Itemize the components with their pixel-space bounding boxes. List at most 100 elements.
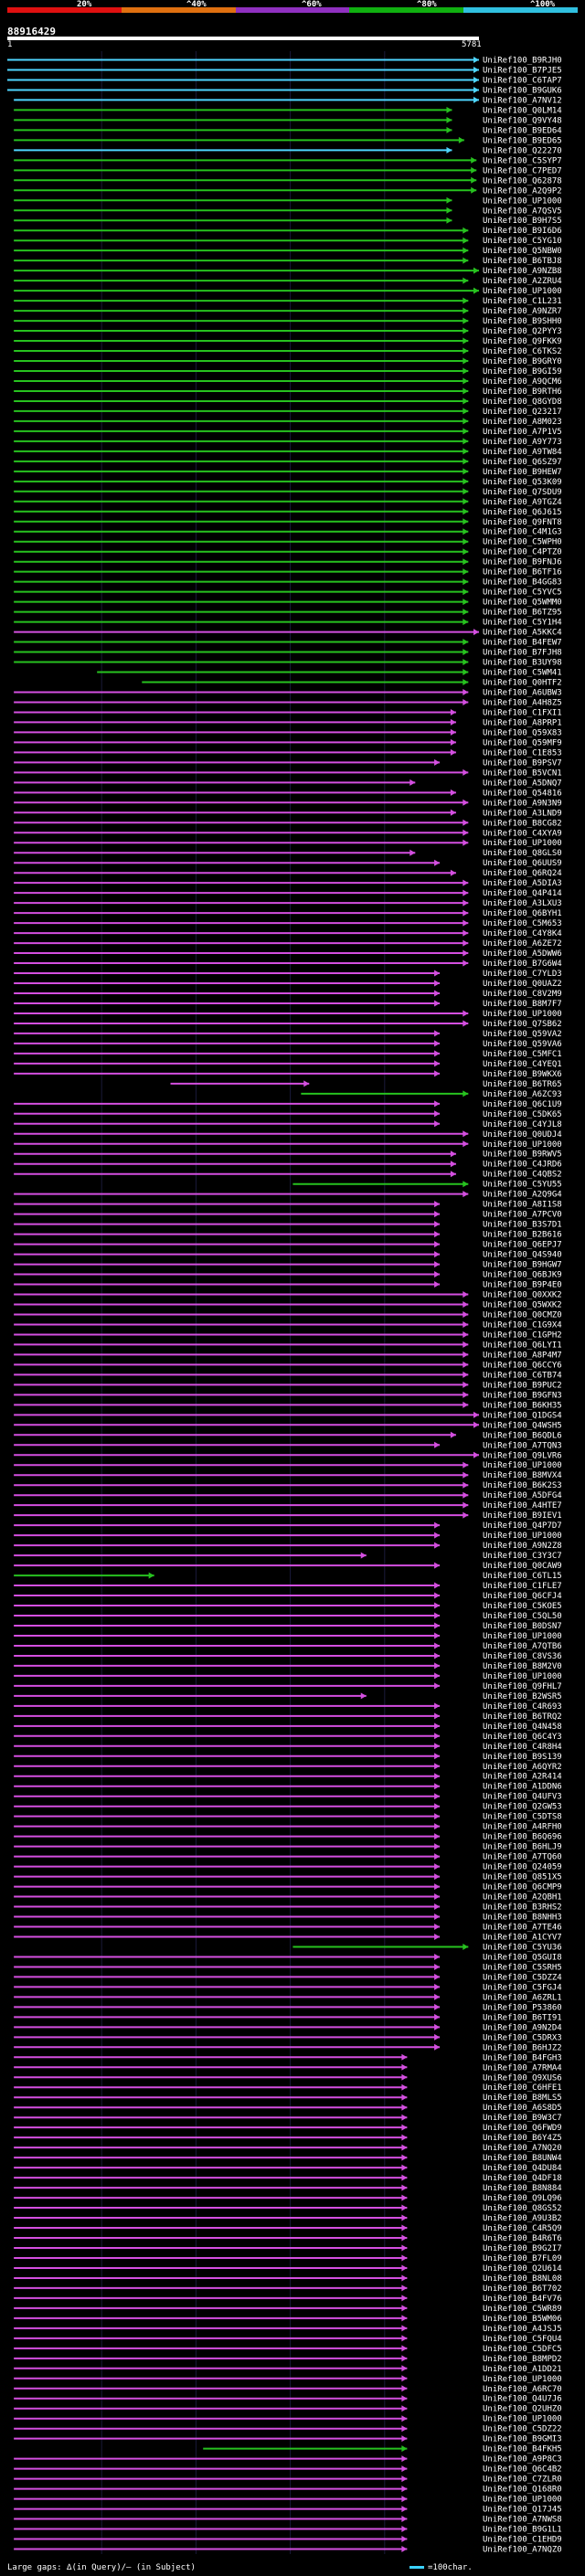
hit-row[interactable]: UniRef100_Q0LM14: [14, 106, 562, 115]
hit-row[interactable]: UniRef100_Q0XXK2: [14, 1291, 562, 1300]
hit-row[interactable]: UniRef100_B9ED65: [14, 136, 562, 145]
hit-row[interactable]: UniRef100_Q9FKK9: [14, 337, 562, 346]
hit-row[interactable]: UniRef100_C5FGJ4: [14, 1983, 562, 1992]
hit-row[interactable]: UniRef100_B3RHS2: [14, 1903, 562, 1913]
hit-row[interactable]: UniRef100_B9SHH0: [14, 317, 562, 326]
hit-row[interactable]: UniRef100_A2QBH1: [14, 1893, 562, 1903]
hit-row[interactable]: UniRef100_C5M653: [14, 919, 562, 928]
hit-row[interactable]: UniRef100_C4R5Q9: [14, 2224, 562, 2233]
hit-row[interactable]: UniRef100_B9PSV7: [14, 758, 562, 768]
hit-row[interactable]: UniRef100_UP1000: [14, 1672, 562, 1681]
hit-row[interactable]: UniRef100_Q6J615: [14, 508, 562, 517]
hit-row[interactable]: UniRef100_Q8GYD8: [14, 398, 562, 407]
hit-row[interactable]: UniRef100_Q9LQ96: [14, 2194, 562, 2203]
hit-row[interactable]: UniRef100_A9N2D4: [14, 2023, 562, 2032]
hit-row[interactable]: UniRef100_C5SRH5: [14, 1963, 562, 1972]
hit-row[interactable]: UniRef100_Q4P414: [14, 889, 562, 898]
hit-row[interactable]: UniRef100_Q2GW53: [14, 1803, 562, 1812]
hit-row[interactable]: UniRef100_Q0UDJ4: [14, 1130, 562, 1140]
hit-row[interactable]: UniRef100_B8MVX4: [14, 1471, 562, 1480]
hit-row[interactable]: UniRef100_A8P4M7: [14, 1351, 562, 1360]
hit-row[interactable]: UniRef100_B3UY98: [14, 659, 562, 668]
hit-row[interactable]: UniRef100_Q4S940: [14, 1251, 562, 1260]
hit-row[interactable]: UniRef100_A2Q9P2: [14, 186, 562, 196]
hit-row[interactable]: UniRef100_C1L231: [14, 297, 562, 306]
hit-row[interactable]: UniRef100_Q2U614: [14, 2264, 562, 2274]
hit-row[interactable]: UniRef100_C1FLE7: [14, 1582, 562, 1591]
hit-row[interactable]: UniRef100_C1G9X4: [14, 1320, 562, 1330]
hit-row[interactable]: UniRef100_C5SYP7: [14, 156, 562, 165]
hit-row[interactable]: UniRef100_B2B616: [14, 1231, 562, 1240]
hit-row[interactable]: UniRef100_B8M2V0: [14, 1662, 562, 1671]
hit-row[interactable]: UniRef100_A7TQN3: [14, 1441, 562, 1450]
hit-row[interactable]: UniRef100_Q5WMM0: [14, 599, 562, 608]
hit-row[interactable]: UniRef100_B7G6W4: [14, 959, 562, 969]
hit-row[interactable]: UniRef100_A6ZC93: [301, 1090, 562, 1099]
hit-row[interactable]: UniRef100_A7NV12: [14, 96, 562, 105]
hit-row[interactable]: UniRef100_A7PCV0: [14, 1211, 562, 1220]
hit-row[interactable]: UniRef100_C7ZLR0: [14, 2475, 562, 2485]
hit-row[interactable]: UniRef100_B8MPD2: [14, 2355, 562, 2364]
hit-row[interactable]: UniRef100_C6TB74: [14, 1371, 562, 1380]
hit-row[interactable]: UniRef100_Q8GLS0: [14, 849, 562, 858]
hit-row[interactable]: UniRef100_A6ZRL1: [14, 1993, 562, 2002]
hit-row[interactable]: UniRef100_B6T702: [14, 2284, 562, 2294]
hit-row[interactable]: UniRef100_C5YU55: [292, 1181, 562, 1190]
hit-row[interactable]: UniRef100_Q4P7D7: [14, 1521, 562, 1531]
hit-row[interactable]: UniRef100_Q2PYY3: [14, 327, 562, 336]
hit-row[interactable]: UniRef100_C5DK65: [14, 1110, 562, 1119]
hit-row[interactable]: UniRef100_B6Y4Z5: [14, 2134, 562, 2143]
hit-row[interactable]: UniRef100_Q8GS52: [14, 2204, 562, 2213]
hit-row[interactable]: UniRef100_A5DWW6: [14, 949, 562, 959]
hit-row[interactable]: UniRef100_B0DSN7: [14, 1622, 562, 1631]
hit-row[interactable]: UniRef100_Q1DGS4: [14, 1411, 562, 1420]
hit-row[interactable]: UniRef100_C5DTS8: [14, 1813, 562, 1822]
hit-row[interactable]: UniRef100_A3LXU3: [14, 899, 562, 908]
hit-row[interactable]: UniRef100_A2ZRU4: [14, 277, 562, 286]
hit-row[interactable]: UniRef100_C1E853: [14, 748, 562, 758]
hit-row[interactable]: UniRef100_A9TW84: [14, 448, 562, 457]
hit-row[interactable]: UniRef100_B6HLJ9: [14, 1843, 562, 1852]
hit-row[interactable]: UniRef100_B3S7D1: [14, 1221, 562, 1230]
hit-row[interactable]: UniRef100_C5WR89: [14, 2305, 562, 2314]
hit-row[interactable]: UniRef100_Q5NBW0: [14, 247, 562, 256]
hit-row[interactable]: UniRef100_UP1000: [14, 1140, 562, 1150]
hit-row[interactable]: UniRef100_B9GUK6: [7, 86, 562, 95]
hit-row[interactable]: UniRef100_Q6LYI1: [14, 1341, 562, 1350]
hit-row[interactable]: UniRef100_Q168R0: [14, 2486, 562, 2495]
hit-row[interactable]: UniRef100_B6QDL6: [14, 1431, 562, 1440]
hit-row[interactable]: UniRef100_B9H7S5: [14, 217, 562, 226]
hit-row[interactable]: UniRef100_C4YEQ1: [14, 1060, 562, 1069]
hit-row[interactable]: UniRef100_B4FKH5: [203, 2445, 562, 2454]
hit-row[interactable]: UniRef100_C5DZZ4: [14, 1973, 562, 1982]
hit-row[interactable]: UniRef100_B9RJH0: [7, 56, 562, 65]
hit-row[interactable]: UniRef100_B8MLS5: [14, 2094, 562, 2103]
hit-row[interactable]: UniRef100_B9I6D6: [14, 227, 562, 236]
hit-row[interactable]: UniRef100_Q4DF18: [14, 2174, 562, 2183]
hit-row[interactable]: UniRef100_B9S139: [14, 1753, 562, 1762]
hit-row[interactable]: UniRef100_Q17J45: [14, 2506, 562, 2515]
hit-row[interactable]: UniRef100_Q7SB62: [14, 1020, 562, 1029]
hit-row[interactable]: UniRef100_Q59VA2: [14, 1030, 562, 1039]
hit-row[interactable]: UniRef100_C1EHD9: [14, 2536, 562, 2545]
hit-row[interactable]: UniRef100_B8NHH3: [14, 1913, 562, 1923]
hit-row[interactable]: UniRef100_A4HTE7: [14, 1501, 562, 1511]
hit-row[interactable]: UniRef100_B9RWV5: [14, 1150, 562, 1160]
hit-row[interactable]: UniRef100_Q9LVR6: [14, 1451, 562, 1460]
hit-row[interactable]: UniRef100_Q5WXK2: [14, 1301, 562, 1310]
hit-row[interactable]: UniRef100_B8UNW4: [14, 2154, 562, 2163]
hit-row[interactable]: UniRef100_B8NL08: [14, 2274, 562, 2284]
hit-row[interactable]: UniRef100_C4JRD6: [14, 1161, 562, 1170]
hit-row[interactable]: UniRef100_C6TKS2: [14, 347, 562, 356]
hit-row[interactable]: UniRef100_B8M7F7: [14, 1000, 562, 1009]
hit-row[interactable]: UniRef100_B9WKX6: [14, 1070, 562, 1079]
hit-row[interactable]: UniRef100_A2Q9G4: [14, 1191, 562, 1200]
hit-row[interactable]: UniRef100_Q6CMP9: [14, 1883, 562, 1892]
hit-row[interactable]: UniRef100_Q9XUS6: [14, 2073, 562, 2083]
hit-row[interactable]: UniRef100_B9GFN3: [14, 1391, 562, 1400]
hit-row[interactable]: UniRef100_B9HGW7: [14, 1261, 562, 1270]
hit-row[interactable]: UniRef100_B6TZ95: [14, 609, 562, 618]
hit-row[interactable]: UniRef100_A3LND9: [14, 809, 562, 818]
hit-row[interactable]: UniRef100_B9ED64: [14, 126, 562, 135]
hit-row[interactable]: UniRef100_C4R693: [14, 1702, 562, 1712]
